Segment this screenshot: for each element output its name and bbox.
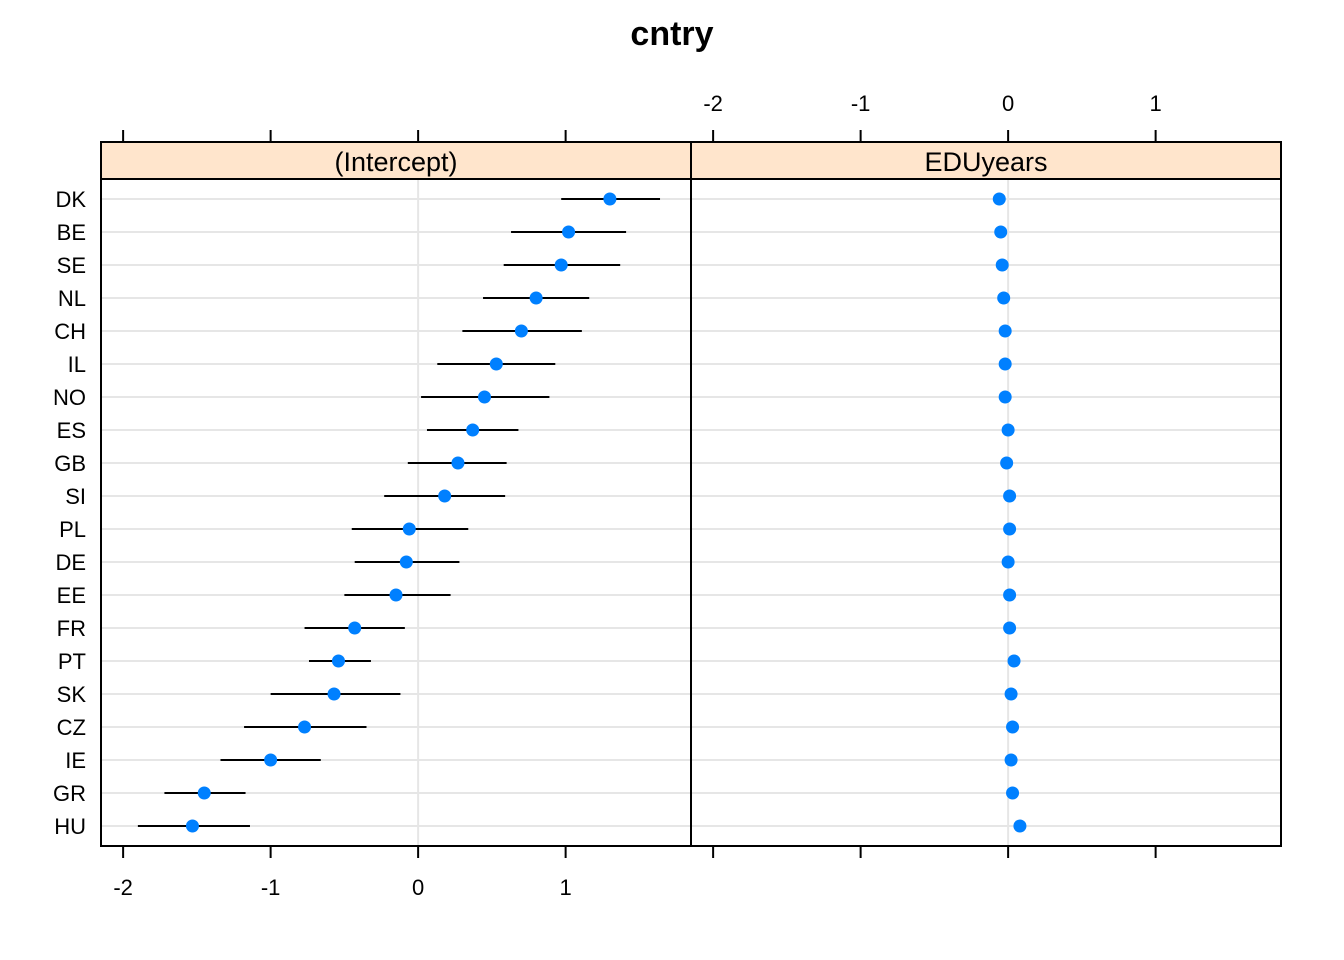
- point-no: [998, 390, 1012, 404]
- strip-label: (Intercept): [334, 147, 457, 177]
- category-label-ee: EE: [57, 583, 86, 608]
- category-label-cz: CZ: [57, 715, 86, 740]
- point-fr: [1003, 621, 1017, 635]
- point-cz: [1006, 720, 1020, 734]
- category-label-pt: PT: [58, 649, 86, 674]
- category-label-fr: FR: [57, 616, 86, 641]
- point-sk: [1004, 687, 1018, 701]
- point-gr: [197, 786, 211, 800]
- point-be: [562, 225, 576, 239]
- category-label-gr: GR: [53, 781, 86, 806]
- category-label-dk: DK: [55, 187, 86, 212]
- point-se: [554, 258, 568, 272]
- category-label-nl: NL: [58, 286, 86, 311]
- point-il: [998, 357, 1012, 371]
- point-no: [478, 390, 491, 404]
- category-label-be: BE: [57, 220, 86, 245]
- category-label-sk: SK: [57, 682, 87, 707]
- point-il: [489, 357, 503, 371]
- point-ie: [1004, 753, 1018, 767]
- point-hu: [185, 819, 199, 833]
- point-dk: [603, 192, 617, 206]
- chart-title: cntry: [630, 15, 713, 53]
- category-label-il: IL: [68, 352, 86, 377]
- tick-label: -1: [261, 875, 281, 900]
- point-de: [1001, 555, 1015, 569]
- point-ee: [1003, 588, 1017, 602]
- point-pl: [1003, 522, 1017, 536]
- tick-label: 1: [560, 875, 572, 900]
- point-ch: [514, 324, 528, 338]
- panel-1: EDUyears -2 -1 0 1: [690, 91, 1282, 858]
- tick-label: 0: [412, 875, 424, 900]
- tick-label: -2: [113, 875, 133, 900]
- category-label-se: SE: [57, 253, 86, 278]
- category-label-ie: IE: [65, 748, 86, 773]
- point-se: [995, 258, 1009, 272]
- point-hu: [1013, 819, 1027, 833]
- point-de: [399, 555, 413, 569]
- point-fr: [348, 621, 362, 635]
- point-es: [1001, 423, 1015, 437]
- category-label-ch: CH: [54, 319, 86, 344]
- category-label-es: ES: [57, 418, 86, 443]
- point-gr: [1006, 786, 1020, 800]
- point-dk: [992, 192, 1006, 206]
- point-gb: [451, 456, 465, 470]
- panel-border: [100, 141, 692, 847]
- point-sk: [327, 687, 341, 701]
- tick-label: 0: [1002, 91, 1014, 116]
- category-label-pl: PL: [59, 517, 86, 542]
- category-label-hu: HU: [54, 814, 86, 839]
- point-ie: [264, 753, 278, 767]
- category-label-si: SI: [65, 484, 86, 509]
- point-es: [466, 423, 480, 437]
- tick-label: -2: [703, 91, 723, 116]
- point-pt: [1007, 654, 1021, 668]
- point-ee: [389, 588, 403, 602]
- panel-border: [690, 141, 1282, 847]
- strip-label: EDUyears: [924, 147, 1047, 177]
- point-pl: [402, 522, 416, 536]
- point-pt: [331, 654, 345, 668]
- point-be: [994, 225, 1008, 239]
- point-si: [1003, 489, 1017, 503]
- point-nl: [997, 291, 1011, 305]
- point-si: [438, 489, 452, 503]
- point-ch: [998, 324, 1012, 338]
- point-gb: [1000, 456, 1014, 470]
- tick-label: -1: [851, 91, 871, 116]
- category-label-gb: GB: [54, 451, 86, 476]
- tick-label: 1: [1150, 91, 1162, 116]
- point-cz: [298, 720, 312, 734]
- point-nl: [529, 291, 543, 305]
- panel-0: (Intercept) -2 -1 0 1: [100, 130, 692, 900]
- category-label-de: DE: [55, 550, 86, 575]
- chart-layer: (Intercept) -2 -1 0 1 EDUyears -2 -1 0 1 DK BE SE NL C…: [53, 91, 1282, 900]
- category-label-no: NO: [53, 385, 86, 410]
